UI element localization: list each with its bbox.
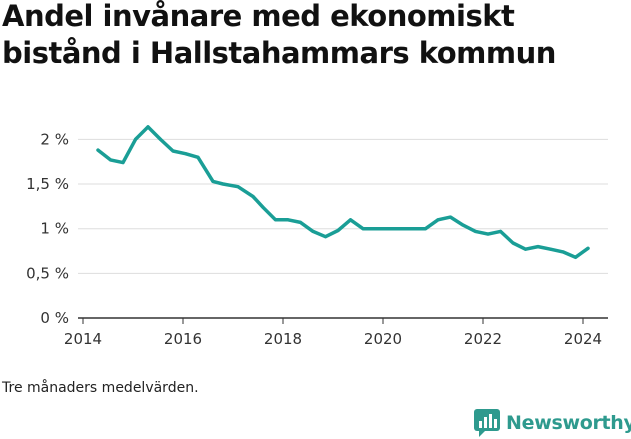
data-point	[184, 152, 187, 156]
gridlines	[78, 138, 608, 319]
y-axis-tick-labels: 0 % 0,5 % 1 % 1,5 % 2 %	[26, 130, 69, 327]
y-tick-label: 1 %	[40, 220, 69, 238]
data-point	[361, 227, 365, 231]
data-point	[134, 137, 137, 141]
data-point	[349, 218, 352, 222]
data-point	[236, 185, 240, 189]
x-tick-label: 2022	[464, 330, 502, 348]
data-point	[461, 223, 465, 227]
data-point	[299, 220, 302, 224]
data-point	[146, 125, 150, 129]
data-point	[171, 149, 175, 153]
y-tick-label: 0,5 %	[26, 264, 69, 282]
x-tick-label: 2014	[64, 330, 102, 348]
data-point	[311, 229, 315, 233]
data-point	[561, 250, 565, 254]
data-point	[386, 227, 390, 231]
x-tick-label: 2020	[364, 330, 402, 348]
data-point	[436, 218, 440, 222]
data-point	[336, 228, 340, 232]
y-tick-label: 1,5 %	[26, 175, 69, 193]
data-point	[574, 255, 577, 259]
data-point	[411, 227, 415, 231]
data-point	[474, 229, 477, 233]
data-point	[211, 179, 215, 183]
newsworthy-logo-icon	[474, 409, 500, 437]
x-tick-label: 2016	[164, 330, 202, 348]
data-point	[424, 227, 427, 231]
footnote: Tre månaders medelvärden.	[2, 380, 199, 396]
series-line	[96, 125, 590, 260]
brand-name: Newsworthy	[506, 412, 631, 434]
data-point	[549, 247, 552, 251]
y-tick-label: 0 %	[40, 309, 69, 327]
data-point	[286, 218, 290, 222]
data-point	[159, 137, 162, 141]
data-point	[324, 235, 327, 239]
data-point	[121, 161, 125, 165]
data-point	[221, 182, 225, 186]
newsworthy-logo: Newsworthy	[474, 407, 631, 439]
data-point	[274, 218, 277, 222]
data-point	[399, 227, 402, 231]
x-tick-label: 2018	[264, 330, 302, 348]
data-point	[499, 229, 502, 233]
x-tick-label: 2024	[564, 330, 602, 348]
data-point	[196, 155, 200, 159]
x-axis: 2014 2016 2018 2020 2022 2024	[64, 318, 602, 348]
data-point	[96, 148, 100, 152]
data-point	[536, 245, 540, 249]
data-point	[511, 241, 515, 245]
data-point	[251, 195, 255, 199]
data-point	[486, 232, 490, 236]
y-tick-label: 2 %	[40, 130, 69, 148]
data-point	[449, 215, 452, 219]
data-series	[96, 125, 590, 260]
chart-title: Andel invånare med ekonomiskt bistånd i …	[2, 0, 556, 70]
data-point	[374, 227, 377, 231]
data-point	[261, 205, 265, 209]
data-point	[524, 247, 527, 251]
data-point	[109, 158, 112, 162]
data-point	[586, 246, 590, 250]
